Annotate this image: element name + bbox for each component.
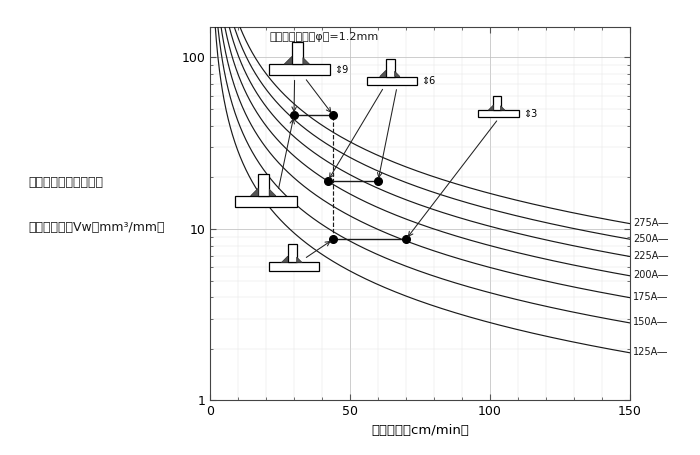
Text: 150A―: 150A― xyxy=(633,318,668,328)
Text: 175A―: 175A― xyxy=(633,292,668,302)
Text: 275A―: 275A― xyxy=(633,218,668,228)
Text: ⇕9: ⇕9 xyxy=(335,65,349,75)
Text: 250A―: 250A― xyxy=(633,234,668,244)
Text: 溶接ワイヤ径（φ）=1.2mm: 溶接ワイヤ径（φ）=1.2mm xyxy=(270,32,379,42)
Text: 125A―: 125A― xyxy=(633,347,668,357)
X-axis label: 溶接速度（cm/min）: 溶接速度（cm/min） xyxy=(371,424,469,437)
Text: 溶着金属鈇：Vw（mm³/mm）: 溶着金属鈇：Vw（mm³/mm） xyxy=(28,221,164,234)
Text: 225A―: 225A― xyxy=(633,251,668,261)
Text: 200A―: 200A― xyxy=(633,270,668,280)
Text: ⇕6: ⇕6 xyxy=(421,76,435,86)
Text: 単位溶接長さ当たりの: 単位溶接長さ当たりの xyxy=(28,176,103,188)
Text: ⇕3: ⇕3 xyxy=(523,109,537,119)
